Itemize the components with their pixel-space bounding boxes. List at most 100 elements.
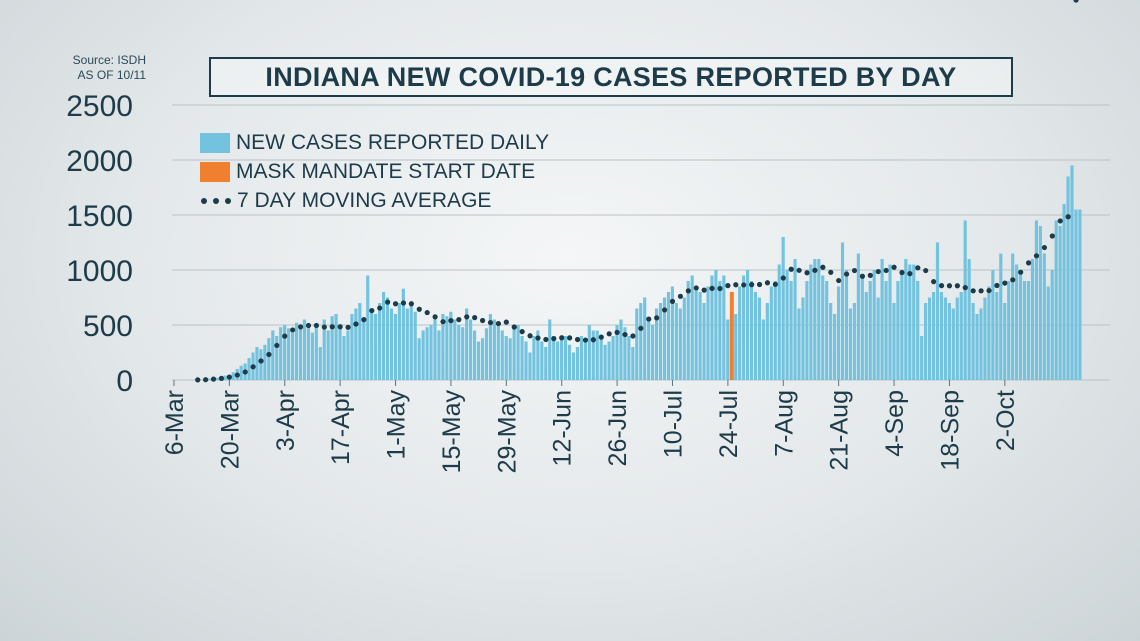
case-bar (465, 308, 469, 380)
x-tick-label: 7-Aug (770, 390, 798, 457)
avg-dot (456, 317, 462, 323)
case-bar (813, 259, 817, 380)
case-bar (781, 237, 785, 380)
avg-dot (820, 264, 826, 270)
case-bar (378, 303, 382, 380)
case-bar (686, 281, 690, 380)
case-bar (381, 292, 386, 380)
avg-dot (487, 319, 494, 326)
case-bar (374, 314, 378, 380)
x-tick-label: 21-Aug (826, 390, 854, 471)
case-bar (623, 327, 627, 380)
avg-dot (677, 293, 684, 299)
case-bar (279, 327, 283, 380)
case-bar (401, 288, 405, 380)
x-tick-label: 26-Jun (604, 390, 632, 466)
case-bar (575, 347, 580, 380)
case-bar (809, 264, 813, 380)
case-bar (718, 281, 722, 380)
avg-dot (416, 306, 422, 312)
avg-dot (883, 267, 889, 274)
avg-dot (1010, 277, 1016, 283)
avg-dot (567, 335, 573, 341)
case-bar (995, 292, 999, 380)
case-bar (927, 297, 932, 380)
avg-dot (258, 358, 264, 364)
case-bar (231, 372, 235, 380)
case-bar (607, 341, 611, 380)
case-bar (698, 292, 702, 380)
case-bar (670, 286, 674, 380)
case-bar (540, 341, 544, 380)
avg-dot (290, 327, 296, 333)
case-bar (275, 336, 279, 380)
avg-dot (242, 369, 248, 375)
avg-dot (891, 264, 897, 270)
avg-dot (772, 281, 778, 287)
avg-dot (733, 282, 739, 288)
case-bar (765, 303, 769, 380)
case-bar (963, 220, 967, 380)
case-bar (829, 303, 833, 380)
avg-dot (297, 324, 304, 330)
case-bar (385, 297, 390, 380)
y-axis-labels: 0 500 1000 1500 2000 2500 (66, 90, 133, 398)
avg-dot (946, 283, 953, 289)
avg-dot (479, 317, 486, 324)
case-bar (560, 338, 564, 380)
case-bar (840, 242, 845, 380)
case-bar (271, 330, 275, 380)
case-bar (223, 375, 227, 380)
mask-mandate-bar (729, 292, 734, 380)
case-bar (658, 303, 663, 380)
case-bar (207, 378, 212, 380)
avg-dot (693, 285, 699, 291)
avg-dot (472, 315, 478, 321)
case-bar (947, 303, 951, 380)
avg-dot (899, 269, 905, 276)
avg-dot (551, 336, 557, 342)
avg-dot (1025, 260, 1032, 266)
avg-dot (812, 267, 818, 273)
case-bar (421, 330, 425, 380)
case-bar (496, 325, 500, 380)
moving-average-dots (195, 0, 1079, 383)
bars (196, 165, 1082, 380)
case-bar (556, 341, 560, 380)
case-bar (643, 297, 647, 380)
case-bar (848, 308, 853, 380)
avg-dot (962, 285, 968, 291)
case-bar (702, 303, 706, 380)
y-tick-label: 500 (83, 310, 133, 343)
avg-dot (717, 285, 723, 292)
avg-dot (329, 324, 335, 330)
case-bar (904, 259, 908, 380)
case-bar (639, 303, 643, 380)
case-bar (437, 330, 441, 380)
case-bar (651, 325, 655, 380)
avg-dot (543, 336, 549, 343)
case-bar (469, 319, 473, 380)
case-bar (346, 330, 350, 380)
case-bar (425, 327, 429, 380)
avg-dot (923, 267, 929, 274)
case-bar (742, 275, 746, 380)
avg-dot (701, 287, 707, 293)
case-bar (682, 297, 686, 380)
case-bar (666, 292, 671, 380)
case-bar (445, 316, 449, 380)
case-bar (433, 319, 437, 380)
avg-dot (274, 342, 280, 349)
legend: NEW CASES REPORTED DAILY MASK MANDATE ST… (200, 128, 549, 215)
avg-dot (1057, 218, 1063, 224)
x-tick-label: 10-Jul (660, 390, 688, 458)
case-bar (1054, 220, 1058, 380)
avg-dot (638, 325, 644, 331)
case-bar (999, 253, 1003, 380)
avg-dot (448, 318, 454, 324)
case-bar (991, 270, 995, 380)
avg-dot (203, 377, 209, 383)
case-bar (536, 330, 540, 380)
x-tick-label: 24-Jul (715, 390, 743, 458)
avg-dot (527, 333, 533, 339)
